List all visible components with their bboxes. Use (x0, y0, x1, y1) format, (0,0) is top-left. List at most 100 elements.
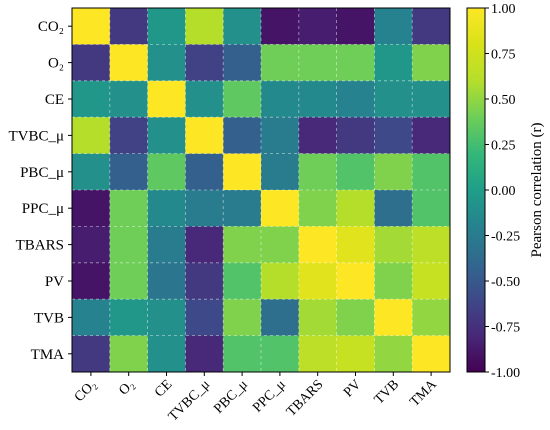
heatmap-cell (298, 190, 338, 227)
heatmap-cell (261, 299, 300, 337)
heatmap-cell (412, 226, 451, 264)
heatmap-cell (185, 335, 224, 373)
heatmap-cell (185, 262, 224, 300)
row-label: TVBC_μ (8, 128, 64, 144)
heatmap-cell (298, 226, 338, 264)
heatmap-cell (298, 80, 338, 118)
heatmap-cell (72, 153, 111, 191)
row-label: CO₂ (38, 19, 64, 35)
heatmap-cell (336, 335, 375, 373)
colorbar-tick-label: -1.00 (491, 366, 520, 381)
heatmap-cell (185, 117, 224, 155)
heatmap-cell (147, 117, 186, 155)
column-label: TMA (407, 377, 440, 410)
column-label: TVB (372, 377, 402, 407)
heatmap-cell (109, 190, 149, 227)
heatmap-cell (336, 299, 375, 337)
heatmap-cell (185, 153, 224, 191)
heatmap-cell (336, 80, 375, 118)
heatmap-cell (185, 299, 224, 337)
heatmap-cell (261, 262, 300, 300)
heatmap-cell (147, 44, 186, 82)
heatmap-cell (223, 190, 262, 227)
heatmap-cell (412, 262, 451, 300)
heatmap-cell (147, 299, 186, 337)
heatmap-cell (185, 80, 224, 118)
heatmap-cell (109, 153, 149, 191)
heatmap-cell (374, 153, 413, 191)
heatmap-cell (223, 117, 262, 155)
colorbar-tick-label: 1.00 (491, 2, 516, 17)
heatmap-cell (223, 80, 262, 118)
heatmap-cell (223, 299, 262, 337)
heatmap-cell (336, 117, 375, 155)
heatmap-cell (72, 299, 111, 337)
heatmap-cell (261, 226, 300, 264)
row-label: TMA (31, 347, 65, 363)
heatmap-cell (223, 226, 262, 264)
heatmap-cell (336, 8, 375, 45)
heatmap-cell (298, 8, 338, 45)
row-label: CE (45, 92, 64, 108)
row-label: PBC_μ (20, 165, 64, 181)
heatmap-cell (336, 153, 375, 191)
heatmap-cell (261, 335, 300, 373)
row-labels: CO₂ O₂ CE TVBC_μ PBC_μ PPC_μ TBARS PV TVB TMA (8, 19, 72, 363)
heatmap-cell (412, 335, 451, 373)
colorbar-tick-label: -0.50 (491, 275, 520, 290)
heatmap-cell (336, 262, 375, 300)
heatmap-cell (374, 335, 413, 373)
heatmap-cell (109, 117, 149, 155)
heatmap-cell (261, 190, 300, 227)
heatmap-cell (336, 226, 375, 264)
heatmap-cell (412, 117, 451, 155)
colorbar-title: Pearson correlation (r) (529, 123, 545, 258)
heatmap-cell (72, 8, 111, 45)
heatmap-cell (412, 80, 451, 118)
heatmap-cell (72, 190, 111, 227)
column-label: TVBC_μ (166, 377, 213, 424)
heatmap-cell (374, 8, 413, 45)
column-label: O₂ (116, 377, 137, 398)
heatmap-cell (109, 262, 149, 300)
heatmap-cell (412, 299, 451, 337)
heatmap-cell (223, 262, 262, 300)
colorbar (466, 7, 486, 373)
heatmap-cell (185, 8, 224, 45)
heatmap-cell (109, 80, 149, 118)
heatmap-cell (261, 8, 300, 45)
heatmap-cell (185, 190, 224, 227)
colorbar-tick-label: -0.25 (491, 230, 520, 245)
heatmap-cell (374, 262, 413, 300)
heatmap-cells (72, 8, 451, 373)
plot-frame (71, 7, 451, 373)
heatmap-cell (374, 80, 413, 118)
colorbar-ticks: 1.00 0.75 0.50 0.25 0.00 -0.25 -0.50 -0.75 -1.00 (485, 2, 520, 381)
heatmap-cell (223, 153, 262, 191)
heatmap-cell (412, 44, 451, 82)
row-label: O₂ (48, 56, 64, 72)
colorbar-tick-label: 0.75 (491, 48, 516, 63)
heatmap-cell (72, 226, 111, 264)
row-label: TVB (34, 310, 64, 326)
heatmap-cell (261, 80, 300, 118)
heatmap-cell (147, 8, 186, 45)
heatmap-cell (147, 153, 186, 191)
column-label: CO₂ (72, 377, 100, 405)
heatmap-cell (109, 335, 149, 373)
column-label: TBARS (284, 377, 327, 420)
heatmap-cell (298, 299, 338, 337)
heatmap-cell (412, 153, 451, 191)
column-label: PV (341, 377, 364, 400)
row-label: PPC_μ (22, 201, 64, 217)
colorbar-tick-label: -0.75 (491, 321, 520, 336)
heatmap-cell (336, 44, 375, 82)
heatmap-cell (185, 226, 224, 264)
heatmap-cell (374, 44, 413, 82)
heatmap-cell (374, 299, 413, 337)
heatmap-cell (298, 117, 338, 155)
heatmap-cell (109, 8, 149, 45)
column-label: PBC_μ (211, 377, 251, 417)
heatmap-cell (261, 117, 300, 155)
